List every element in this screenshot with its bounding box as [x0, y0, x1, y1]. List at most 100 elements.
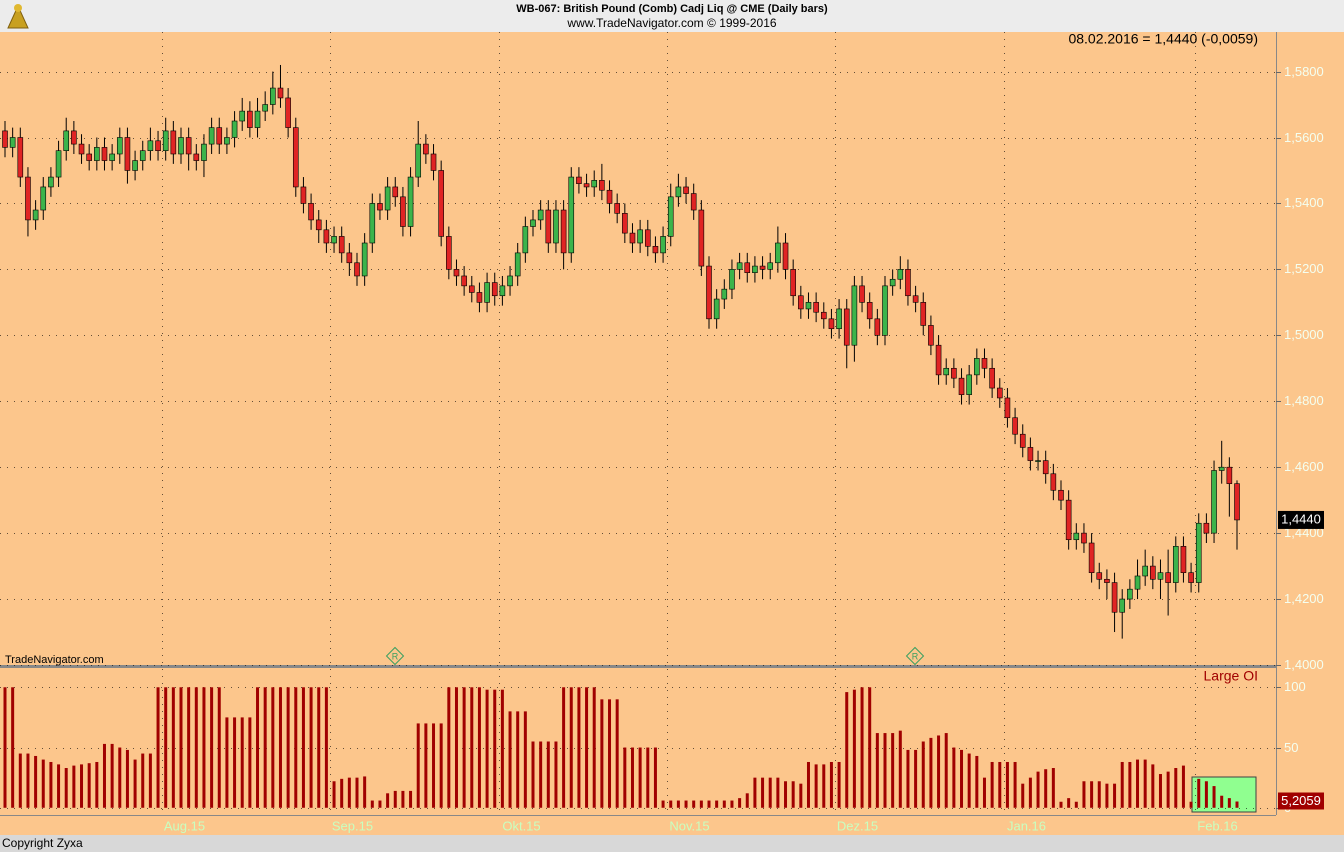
candle-body: [407, 176, 414, 227]
candle-body: [331, 236, 337, 244]
bar: [470, 687, 474, 808]
bar: [730, 800, 734, 808]
bar: [1036, 771, 1040, 808]
bar: [477, 687, 481, 808]
bar: [960, 749, 964, 808]
bar: [340, 778, 344, 808]
candle-body: [392, 186, 399, 198]
candle-body: [905, 269, 911, 297]
candle-body: [446, 236, 452, 270]
chart-subtitle: www.TradeNavigator.com © 1999-2016: [566, 16, 776, 30]
bar: [141, 753, 145, 808]
candle-body: [652, 245, 659, 254]
bar: [110, 743, 114, 808]
candle-body: [484, 282, 490, 303]
bar: [370, 800, 374, 808]
bar: [447, 687, 451, 808]
bar: [600, 699, 604, 808]
bar: [118, 747, 122, 808]
candle-body: [882, 285, 888, 336]
candle-body: [736, 262, 743, 270]
candle-body: [744, 262, 751, 273]
bar: [424, 723, 428, 808]
bar: [937, 735, 941, 808]
candle-body: [1180, 546, 1187, 573]
bar: [1181, 765, 1185, 808]
candle-body: [935, 344, 942, 376]
candle-body: [9, 137, 16, 148]
logo: [7, 4, 29, 29]
candle-body: [262, 104, 268, 112]
candle-body: [201, 143, 207, 161]
candle-body: [1096, 572, 1103, 580]
candle-body: [1111, 582, 1118, 613]
candle-body: [591, 180, 598, 188]
bar: [72, 765, 76, 808]
bar: [1090, 781, 1094, 808]
bar: [585, 687, 589, 808]
candle-body: [369, 203, 376, 244]
candle-body: [775, 242, 781, 264]
bar: [18, 753, 22, 808]
bar: [562, 687, 566, 808]
candle-body: [713, 298, 720, 320]
bar: [990, 761, 994, 808]
bar: [608, 699, 612, 808]
candle-body: [124, 137, 131, 171]
bar: [1166, 771, 1170, 808]
candle-body: [292, 127, 299, 188]
candle-body: [1065, 499, 1072, 541]
candle-body: [55, 150, 62, 178]
svg-text:R: R: [912, 651, 919, 661]
candle-body: [522, 226, 529, 254]
candle-body: [1142, 565, 1148, 577]
bar: [806, 761, 810, 808]
bar: [952, 747, 956, 808]
y-tick-label: 100: [1284, 679, 1306, 694]
candle-body: [576, 176, 582, 184]
bar: [317, 687, 321, 808]
bar: [263, 687, 267, 808]
bar: [80, 764, 84, 808]
candle-body: [1104, 578, 1110, 583]
candle-body: [1157, 572, 1164, 580]
bar: [95, 761, 99, 808]
bar: [516, 711, 520, 808]
bar: [1204, 781, 1208, 808]
bar: [49, 761, 53, 808]
bar: [860, 687, 864, 808]
candle-body: [828, 318, 835, 330]
bar: [676, 800, 680, 808]
bar: [26, 753, 30, 808]
x-tick-label: Jan.16: [1007, 818, 1046, 833]
bar: [1021, 783, 1025, 808]
candle-body: [866, 302, 873, 320]
candle-body: [820, 311, 827, 320]
bar: [34, 755, 38, 808]
x-tick-label: Okt.15: [502, 818, 540, 833]
bar: [546, 741, 550, 808]
candle-body: [338, 236, 345, 254]
candle-body: [798, 295, 804, 310]
candle-body: [1234, 483, 1240, 521]
candle-body: [622, 213, 628, 234]
bar: [539, 741, 543, 808]
bar: [64, 768, 68, 808]
bar: [845, 692, 849, 808]
bar: [233, 717, 237, 808]
y-tick-label: 50: [1284, 740, 1298, 755]
bar: [615, 699, 619, 808]
bar: [822, 764, 826, 808]
candle-body: [667, 196, 674, 237]
bar: [768, 777, 772, 808]
candle-body: [1004, 397, 1011, 419]
candle-body: [759, 265, 766, 270]
candle-body: [300, 186, 307, 204]
bar: [1212, 786, 1216, 808]
candle-body: [323, 229, 330, 244]
candle-body: [782, 242, 789, 270]
candle-body: [729, 269, 735, 290]
bar: [401, 790, 405, 808]
candle-body: [836, 308, 842, 330]
